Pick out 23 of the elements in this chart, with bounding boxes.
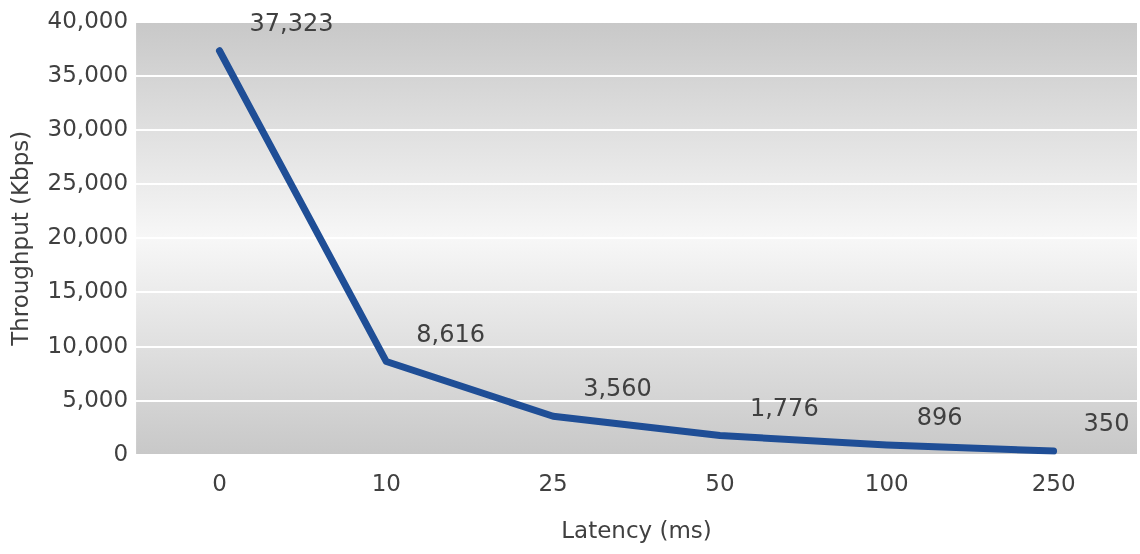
data-label: 3,560 xyxy=(583,374,652,403)
y-tick-label: 35,000 xyxy=(47,60,129,87)
x-tick-label: 50 xyxy=(705,469,735,496)
y-tick-label: 10,000 xyxy=(47,331,129,358)
y-tick-label: 20,000 xyxy=(47,223,129,250)
data-label: 37,323 xyxy=(249,9,334,38)
data-label: 1,776 xyxy=(749,393,819,422)
x-tick-label: 10 xyxy=(371,469,401,496)
x-tick-label: 25 xyxy=(538,469,568,496)
y-tick-label: 30,000 xyxy=(47,115,129,142)
y-tick-label: 40,000 xyxy=(47,6,129,33)
x-axis-title: Latency (ms) xyxy=(561,517,712,544)
x-tick-label: 100 xyxy=(864,469,909,496)
data-label: 896 xyxy=(916,403,963,432)
y-tick-label: 15,000 xyxy=(47,277,129,304)
y-tick-label: 0 xyxy=(113,439,129,466)
data-label: 350 xyxy=(1083,409,1130,438)
y-tick-label: 25,000 xyxy=(47,169,129,196)
data-label: 8,616 xyxy=(416,319,486,348)
x-tick-label: 250 xyxy=(1031,469,1076,496)
y-tick-label: 5,000 xyxy=(62,385,129,412)
y-axis-title: Throughput (Kbps) xyxy=(6,130,33,347)
x-tick-label: 0 xyxy=(212,469,227,496)
